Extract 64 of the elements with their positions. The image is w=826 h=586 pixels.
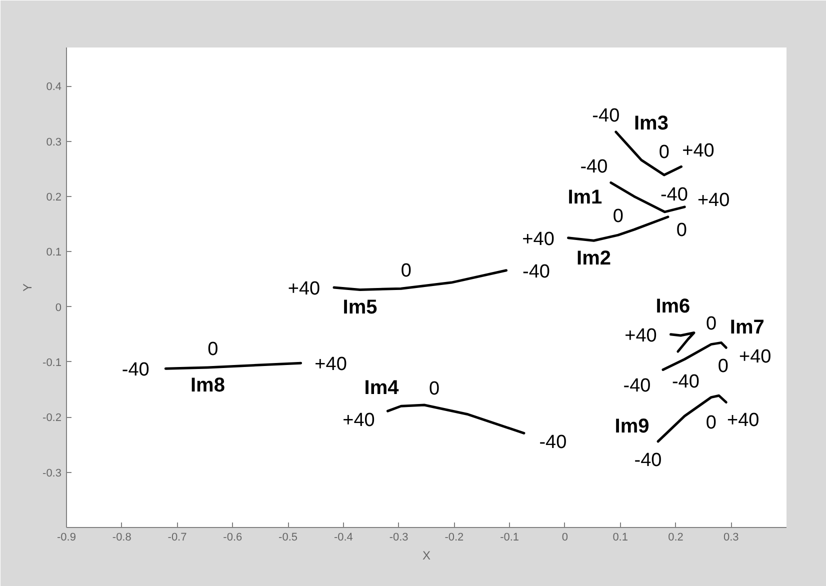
y-tick-label: -0.3: [42, 467, 62, 480]
series-label: Im3: [634, 112, 668, 134]
line-series: [386, 404, 526, 434]
series-label: Im2: [576, 248, 611, 270]
y-tick-label: -0.2: [42, 412, 62, 424]
x-tick-label: -0.5: [278, 532, 298, 544]
annotation: -40: [580, 156, 608, 178]
line-series: [614, 130, 683, 176]
x-tick-label: -0.8: [112, 532, 132, 544]
annotation: -40: [122, 360, 150, 381]
x-tick-label: -0.7: [168, 532, 187, 544]
annotation: -40: [592, 106, 620, 127]
x-tick-label: 0.1: [612, 532, 628, 544]
series-label: Im4: [364, 376, 400, 399]
annotation: 0: [208, 339, 218, 360]
annotation: -40: [539, 432, 567, 453]
annotation: +40: [288, 278, 320, 300]
series-label: Im5: [342, 296, 378, 319]
y-tick-label: -0.1: [42, 356, 62, 369]
line-series: [656, 394, 728, 443]
x-tick-label: 0.2: [668, 532, 684, 544]
annotation: -40: [660, 184, 688, 206]
x-tick-label: 0.3: [723, 532, 739, 544]
x-tick-label: -0.4: [334, 532, 353, 544]
annotation: +40: [314, 354, 347, 376]
annotation: -40: [634, 450, 662, 471]
line-series: [662, 341, 728, 371]
annotation: +40: [738, 346, 772, 368]
series-label: Im8: [190, 374, 225, 396]
annotation: -40: [623, 376, 651, 397]
x-tick-label: -0.6: [223, 532, 242, 544]
series-label: Im9: [614, 415, 650, 438]
annotation: +40: [522, 228, 554, 250]
x-tick-label: -0.2: [444, 532, 464, 544]
annotation: 0: [706, 314, 717, 335]
line-series: [669, 331, 696, 353]
annotation: +40: [624, 325, 657, 346]
annotation: -40: [672, 371, 700, 392]
x-tick-label: -0.3: [389, 532, 408, 544]
x-tick-label: -0.1: [500, 532, 520, 544]
x-tick-label: 0: [562, 532, 568, 544]
annotation: 0: [429, 378, 440, 400]
series-label: Im6: [656, 296, 690, 318]
annotation: +40: [697, 190, 730, 212]
series-label: Im1: [568, 186, 602, 209]
annotation: 0: [612, 206, 624, 228]
annotation: +40: [726, 410, 760, 432]
x-tick-label: -0.9: [57, 532, 76, 544]
annotation: +40: [682, 140, 714, 162]
y-tick-label: 0: [55, 302, 62, 314]
annotation: 0: [676, 220, 687, 241]
annotation: 0: [658, 142, 670, 163]
annotation: 0: [718, 356, 728, 378]
annotation: 0: [706, 412, 716, 434]
series-label: Im7: [730, 316, 764, 339]
annotation: -40: [522, 261, 550, 282]
annotation: +40: [342, 410, 375, 431]
y-tick-label: 0.2: [46, 191, 62, 204]
y-axis-title: Y: [20, 283, 35, 292]
annotation: 0: [400, 260, 412, 282]
y-tick-label: 0.3: [46, 136, 62, 148]
x-axis-title: X: [422, 548, 431, 562]
y-tick-label: 0.1: [46, 246, 62, 259]
y-tick-label: 0.4: [46, 81, 62, 94]
